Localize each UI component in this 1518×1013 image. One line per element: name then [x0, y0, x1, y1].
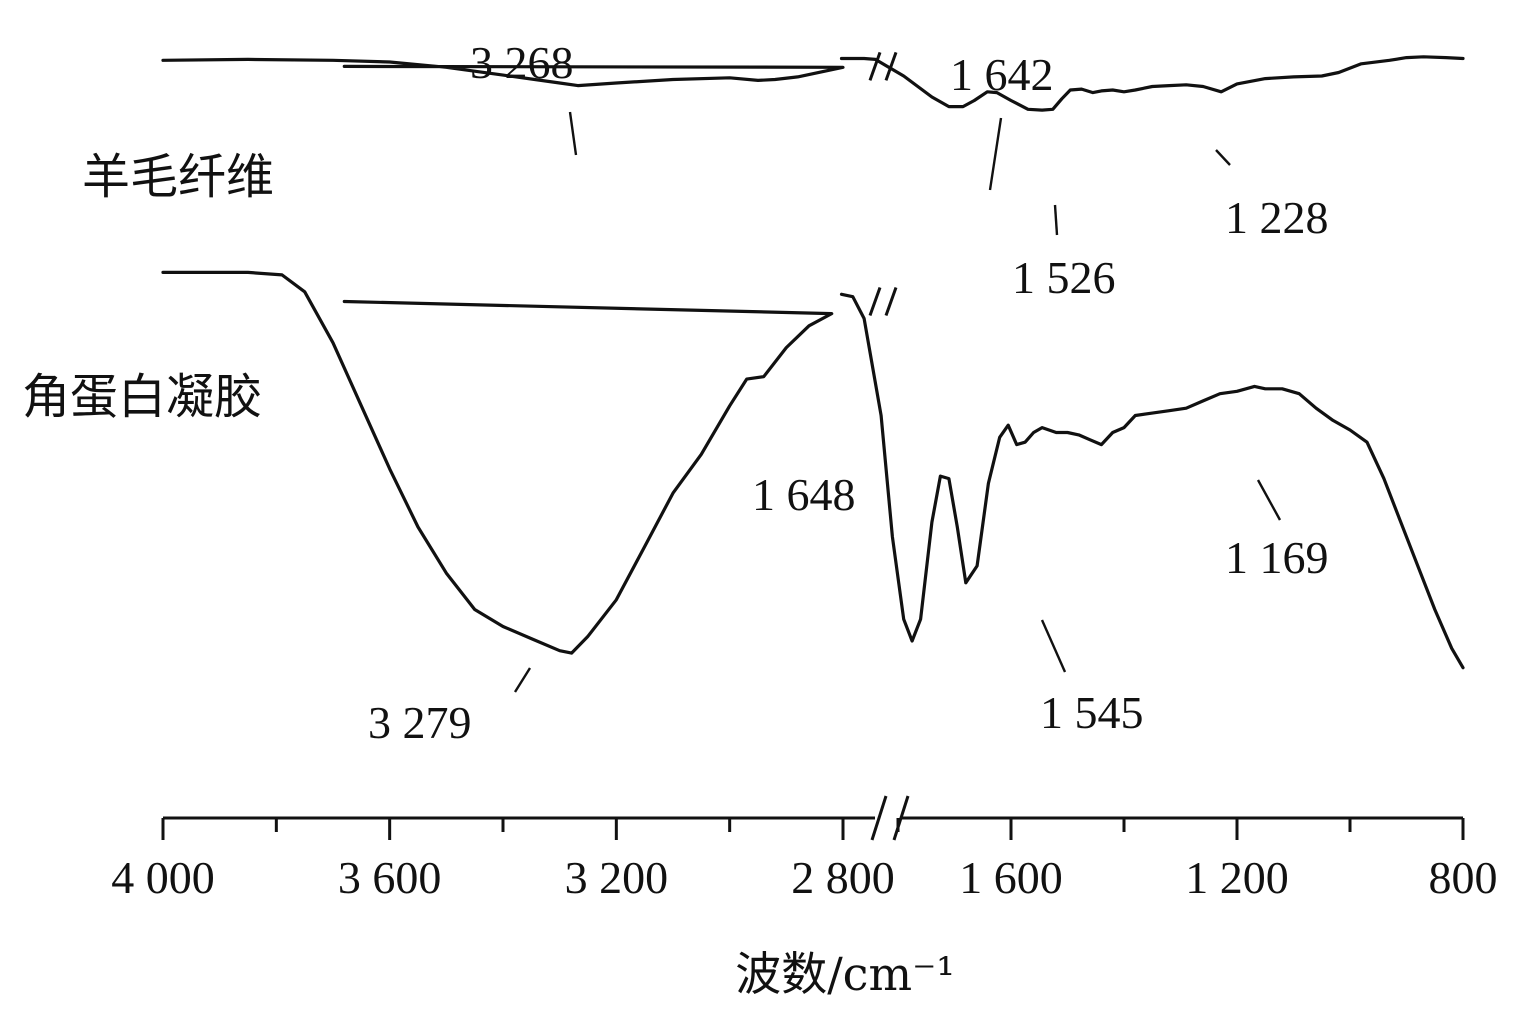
- curve-break-mark: [868, 287, 882, 317]
- series-line-1-segment-2: [839, 55, 1465, 112]
- peak-leader-line: [568, 111, 578, 156]
- x-tick-label: 1 200: [1185, 852, 1289, 903]
- x-tick-label: 800: [1429, 852, 1498, 903]
- curve-break-mark: [884, 287, 898, 317]
- x-tick-label: 3 200: [565, 852, 669, 903]
- peak-label-1228: 1 228: [1225, 192, 1329, 243]
- x-axis: 4 000 3 600 3 200 2 800 1 600 1 200 800 波数/cm⁻¹: [111, 795, 1498, 1001]
- curve-break-mark: [868, 51, 882, 81]
- curve-break-mark: [884, 51, 898, 81]
- x-tick-label: 1 600: [959, 852, 1063, 903]
- series-line-2-segment-2: [839, 292, 1465, 670]
- x-axis-break-mark: [892, 795, 910, 841]
- x-axis-label: 波数/cm⁻¹: [735, 947, 955, 1001]
- peak-label-3268: 3 268: [470, 37, 574, 88]
- peak-label-1169: 1 169: [1225, 532, 1329, 583]
- series-label-2: 角蛋白凝胶: [22, 369, 262, 425]
- peak-label-3279: 3 279: [368, 697, 472, 748]
- peak-label-1648: 1 648: [752, 469, 856, 520]
- peak-label-1545: 1 545: [1040, 687, 1144, 738]
- x-tick-label: 2 800: [791, 852, 895, 903]
- plot-area: [161, 51, 1465, 670]
- x-axis-break-mark: [870, 795, 888, 841]
- peak-leader-line: [1040, 619, 1067, 673]
- peak-label-1642: 1 642: [950, 49, 1054, 100]
- x-tick-label: 4 000: [111, 852, 215, 903]
- peak-leader-line: [1053, 204, 1059, 236]
- peak-leader-line: [1256, 479, 1282, 521]
- peak-label-1526: 1 526: [1012, 252, 1116, 303]
- peak-leader-line: [513, 667, 532, 693]
- peak-leader-line: [988, 117, 1003, 191]
- peak-leader-line: [1215, 149, 1231, 166]
- series-line-1-segment-1: [161, 57, 845, 88]
- series-label-1: 羊毛纤维: [82, 149, 274, 205]
- series-line-2-segment-1: [161, 270, 834, 655]
- x-tick-label: 3 600: [338, 852, 442, 903]
